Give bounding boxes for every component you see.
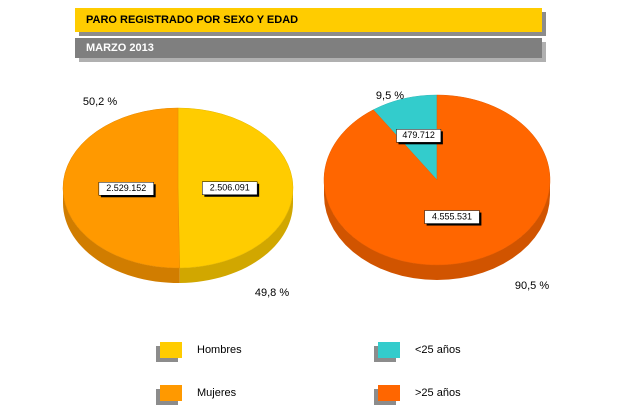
value-label: 479.712 (402, 130, 435, 140)
value-label-box (98, 182, 154, 196)
value-label: 4.555.531 (432, 211, 472, 221)
pie-slice (323, 94, 551, 266)
pie-side (324, 180, 550, 280)
value-label: 2.506.091 (210, 183, 250, 193)
subtitle: MARZO 2013 (86, 42, 154, 54)
value-label-box (202, 181, 258, 195)
value-label: 2.529.152 (106, 183, 146, 193)
title-bar (75, 8, 542, 32)
legend-label: <25 años (415, 344, 461, 356)
legend-swatch (160, 385, 182, 401)
pie-side (63, 188, 180, 283)
value-label-box (424, 210, 480, 224)
legend-swatch (378, 385, 400, 401)
subtitle-bar (75, 38, 542, 58)
percent-label: 50,2 % (83, 96, 117, 108)
percent-label: 49,8 % (255, 287, 289, 299)
title: PARO REGISTRADO POR SEXO Y EDAD (86, 14, 298, 26)
value-label-box (396, 129, 442, 143)
pie-side (179, 188, 293, 283)
legend-label: Mujeres (197, 387, 237, 399)
legend-swatch (378, 342, 400, 358)
legend-swatch (160, 342, 182, 358)
legend-label: >25 años (415, 387, 461, 399)
percent-label: 90,5 % (515, 280, 549, 292)
percent-label: 9,5 % (376, 90, 404, 102)
legend-label: Hombres (197, 344, 242, 356)
